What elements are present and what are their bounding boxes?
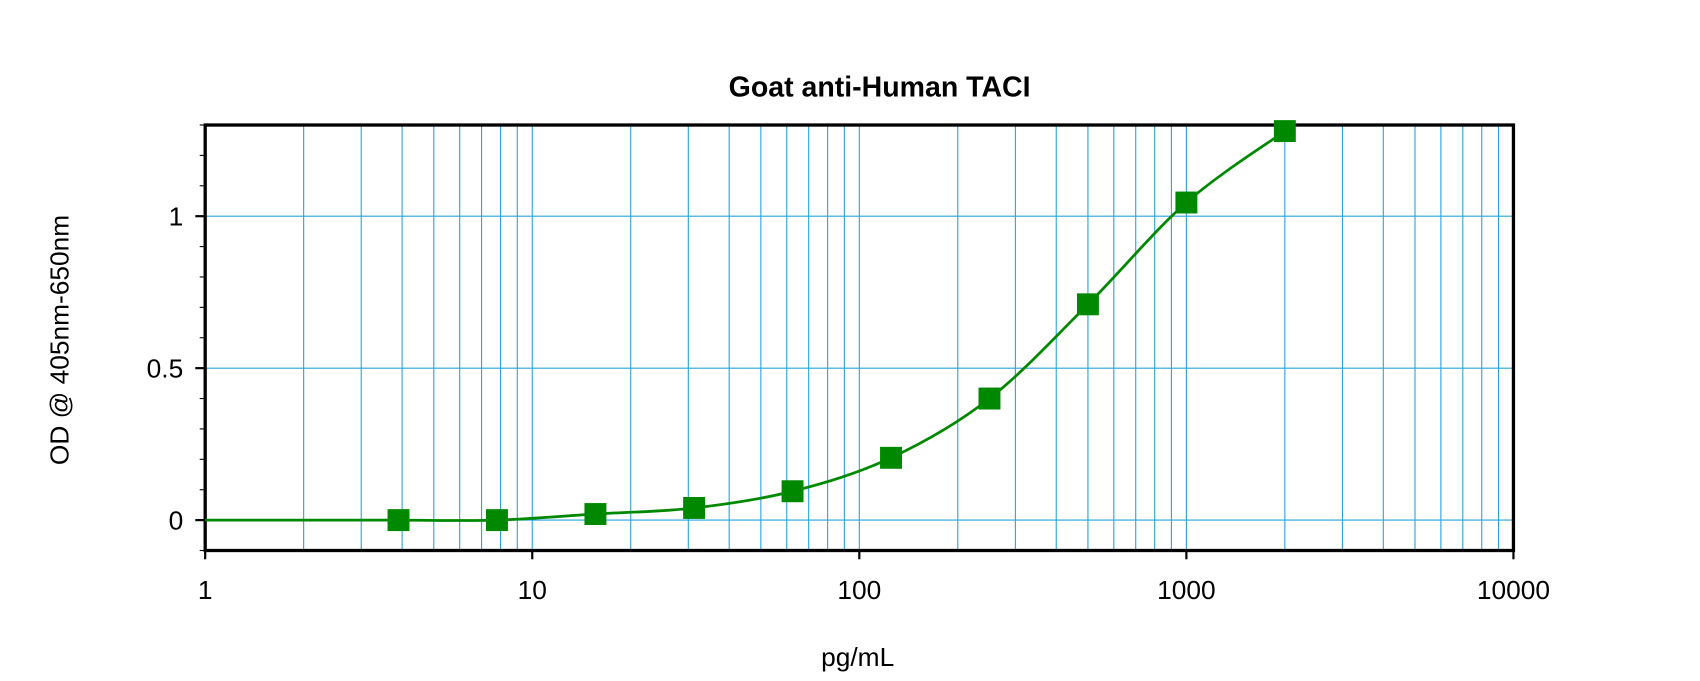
- y-tick-label: 1: [169, 201, 184, 231]
- point: [781, 480, 804, 503]
- y-axis-label: OD @ 405nm-650nm: [44, 215, 74, 465]
- curve: [398, 129, 1286, 522]
- x-tick-label: 10: [518, 575, 547, 605]
- x-tick-label: 1000: [1157, 575, 1216, 605]
- x-tick-label: 1: [198, 575, 213, 605]
- point: [978, 387, 1001, 410]
- point: [683, 496, 706, 519]
- y-tick-label: 0.5: [147, 353, 184, 383]
- plot-frame: [203, 123, 1516, 553]
- point: [880, 446, 902, 469]
- point: [387, 509, 410, 532]
- point: [1273, 120, 1296, 143]
- x-axis-label: pg/mL: [821, 642, 894, 672]
- x-tick-label: 10000: [1477, 575, 1550, 605]
- point: [1175, 191, 1198, 214]
- x-tick-label: 100: [837, 575, 881, 605]
- y-tick-label: 0: [169, 505, 184, 535]
- point: [1076, 293, 1099, 316]
- chart-title: Goat anti-Human TACI: [729, 71, 1031, 103]
- point: [584, 503, 607, 525]
- point: [485, 509, 508, 532]
